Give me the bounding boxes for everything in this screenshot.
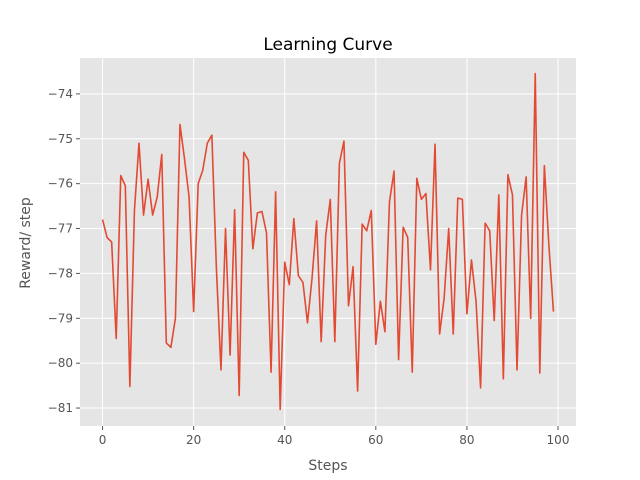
x-axis-label: Steps: [308, 458, 347, 474]
x-tick-label: 80: [459, 433, 474, 447]
y-tick-label: −79: [48, 311, 73, 325]
chart-title: Learning Curve: [263, 35, 392, 55]
plot-area: [80, 58, 576, 426]
y-tick-label: −76: [48, 177, 73, 191]
y-tick-label: −77: [48, 222, 73, 236]
series-line-layer: [101, 72, 555, 411]
y-tick-label: −75: [48, 132, 73, 146]
series-line: [101, 72, 555, 411]
x-tick-label: 0: [99, 433, 107, 447]
y-axis-ticks: −81 −80 −79 −78 −77 −76 −75 −74: [48, 87, 80, 415]
y-axis-label: Reward/ step: [18, 197, 34, 289]
y-tick-label: −80: [48, 356, 73, 370]
x-tick-label: 40: [277, 433, 292, 447]
x-tick-label: 100: [547, 433, 570, 447]
x-tick-label: 20: [186, 433, 201, 447]
x-axis-ticks: 0 20 40 60 80 100: [99, 426, 570, 447]
y-tick-label: −74: [48, 87, 73, 101]
x-tick-label: 60: [368, 433, 383, 447]
y-tick-label: −81: [48, 401, 73, 415]
y-tick-label: −78: [48, 266, 73, 280]
